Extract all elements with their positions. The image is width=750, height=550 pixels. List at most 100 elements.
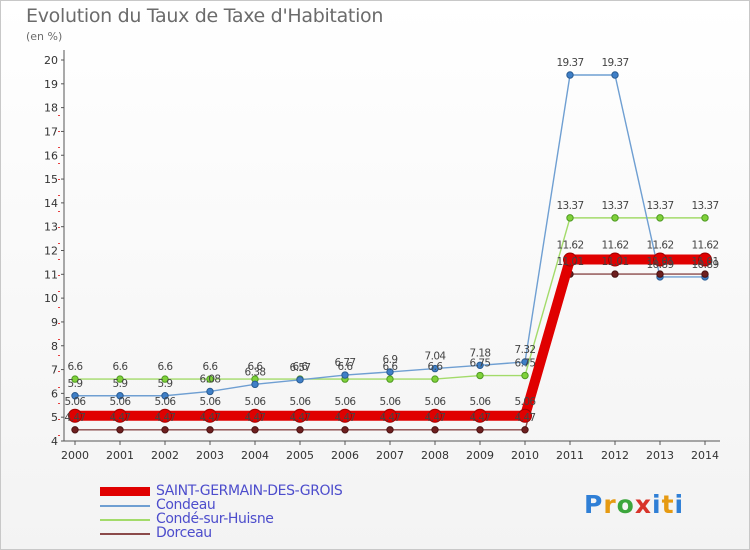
x-tick-label: 2011 [556,449,584,462]
x-tick-label: 2000 [61,449,89,462]
data-label: 19.37 [601,57,628,69]
data-label: 5.9 [113,378,128,390]
y-tick-label: 19 [44,78,58,91]
data-point [563,252,577,267]
data-label: 6.38 [245,366,266,378]
data-label: 7.04 [425,351,447,363]
legend-swatch [100,533,150,535]
data-label: 13.37 [556,200,583,212]
data-label: 6.08 [200,373,221,385]
data-point [431,426,439,434]
series-layer [68,71,712,434]
data-label: 4.47 [380,412,401,424]
data-label: 4.47 [245,412,266,424]
data-point [116,426,124,434]
data-point [116,375,124,383]
legend-label: SAINT-GERMAIN-DES-GROIS [156,483,343,499]
data-label: 11.01 [601,256,628,268]
data-label: 5.06 [515,396,537,408]
data-label: 4.47 [335,412,356,424]
x-tick-label: 2001 [106,449,134,462]
data-label: 5.06 [200,396,222,408]
x-tick-label: 2005 [286,449,314,462]
x-tick-label: 2004 [241,449,269,462]
data-label: 13.37 [646,200,673,212]
data-point [476,361,484,369]
y-tick-label: 9 [51,316,58,329]
data-point [521,358,529,366]
x-tick-label: 2009 [466,449,494,462]
x-tick-label: 2008 [421,449,449,462]
data-label: 6.9 [383,354,398,366]
legend-label: Condé-sur-Huisne [156,511,274,527]
data-label: 4.47 [470,412,491,424]
data-point [566,214,574,222]
data-label: 5.06 [110,396,132,408]
data-label: 11.62 [691,240,718,252]
data-label: 11.62 [556,240,583,252]
data-label: 4.47 [425,412,446,424]
data-point [611,71,619,79]
x-tick-label: 2006 [331,449,359,462]
y-tick-label: 8 [51,340,58,353]
data-label: 7.18 [470,347,491,359]
data-label: 6.77 [335,357,356,369]
data-point [611,214,619,222]
data-label: 6.6 [338,361,354,373]
x-tick-label: 2007 [376,449,404,462]
data-label: 13.37 [691,200,718,212]
y-tick-label: 13 [44,221,58,234]
data-label: 6.6 [203,361,219,373]
y-tick-label: 16 [44,149,58,162]
data-point [611,270,619,278]
data-point [476,371,484,380]
data-label: 11.01 [646,256,673,268]
y-tick-label: 4 [51,435,58,448]
x-tick-label: 2014 [691,449,719,462]
chart-title: Evolution du Taux de Taxe d'Habitation [26,5,384,27]
axes: 4 5 6 7 8 9 10 11 12 13 14 15 16 17 18 19 20 2000 2001 2002… [44,50,720,462]
y-tick-label: 7 [51,364,58,377]
data-point [428,408,442,423]
data-label: 13.37 [601,200,628,212]
data-label: 6.6 [113,361,129,373]
legend-label: Dorceau [156,525,212,541]
data-point [251,426,259,434]
data-label: 5.06 [290,396,312,408]
data-label: 5.06 [335,396,357,408]
data-label: 6.6 [248,361,264,373]
data-point [116,392,124,400]
data-point [431,364,439,373]
unit-label: (en %) [26,30,63,43]
y-tick-label: 14 [44,197,58,210]
legend-swatch [100,505,150,507]
x-tick-label: 2012 [601,449,629,462]
data-label: 6.75 [470,358,491,370]
data-point [698,252,712,267]
data-point [386,375,394,383]
y-tick-label: 6 [51,387,58,400]
x-tick-label: 2013 [646,449,674,462]
data-label: 5.06 [380,396,402,408]
y-tick-label: 20 [44,54,58,67]
data-point [386,368,394,376]
data-label: 10.89 [691,259,718,271]
data-label: 11.01 [556,256,583,268]
data-point [341,426,349,434]
data-point [113,408,127,423]
data-point [383,408,397,423]
data-label: 11.01 [691,256,718,268]
data-point [341,371,349,379]
data-label: 5.06 [245,396,267,408]
data-label: 6.6 [68,361,84,373]
legend-swatch [100,519,150,521]
data-point [71,426,79,434]
data-point [653,252,667,267]
data-point [206,375,214,383]
data-point [608,252,622,267]
data-point [296,376,304,384]
y-tick-label: 10 [44,292,58,305]
data-point [161,426,169,434]
